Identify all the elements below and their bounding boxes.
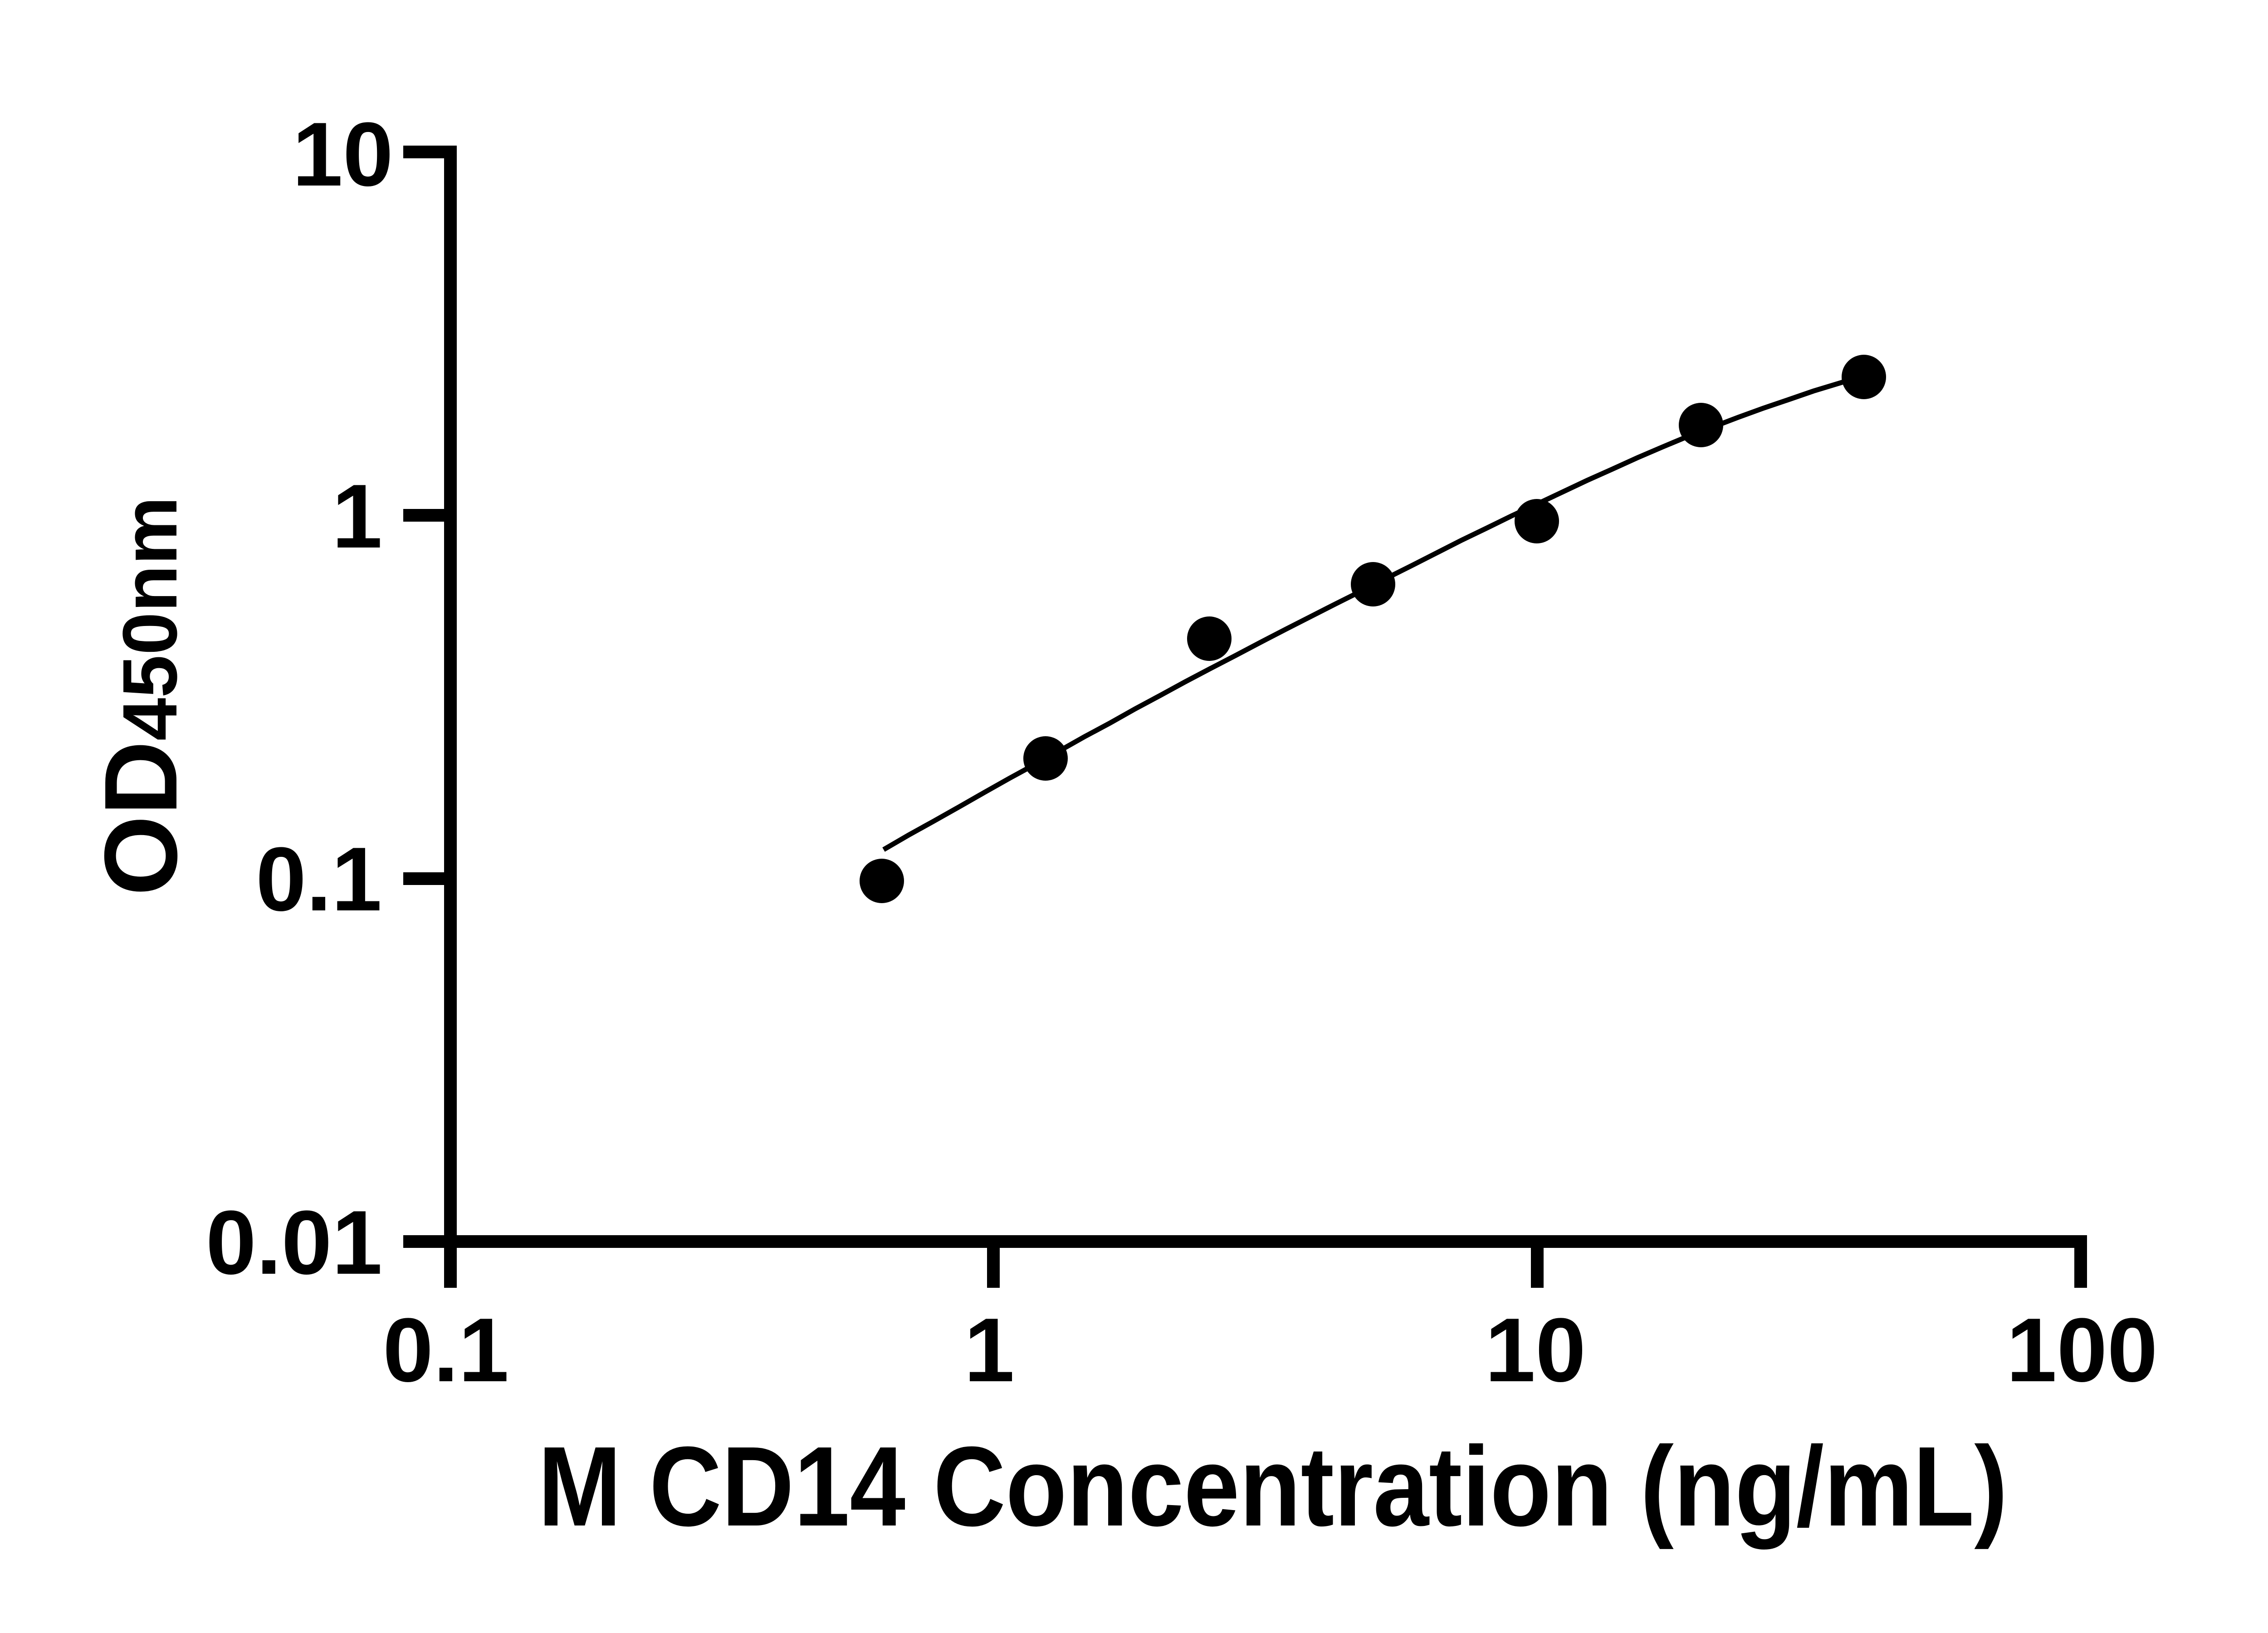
svg-text:1: 1 [332,466,382,567]
svg-text:10: 10 [1485,1300,1586,1401]
svg-text:M CD14 Concentration (ng/mL): M CD14 Concentration (ng/mL) [538,1423,2008,1550]
svg-text:10: 10 [293,104,393,205]
svg-text:0.1: 0.1 [383,1300,509,1401]
svg-text:100: 100 [2006,1300,2158,1401]
svg-text:1: 1 [964,1300,1014,1401]
svg-text:0.01: 0.01 [206,1192,382,1293]
svg-text:0.1: 0.1 [256,829,382,930]
